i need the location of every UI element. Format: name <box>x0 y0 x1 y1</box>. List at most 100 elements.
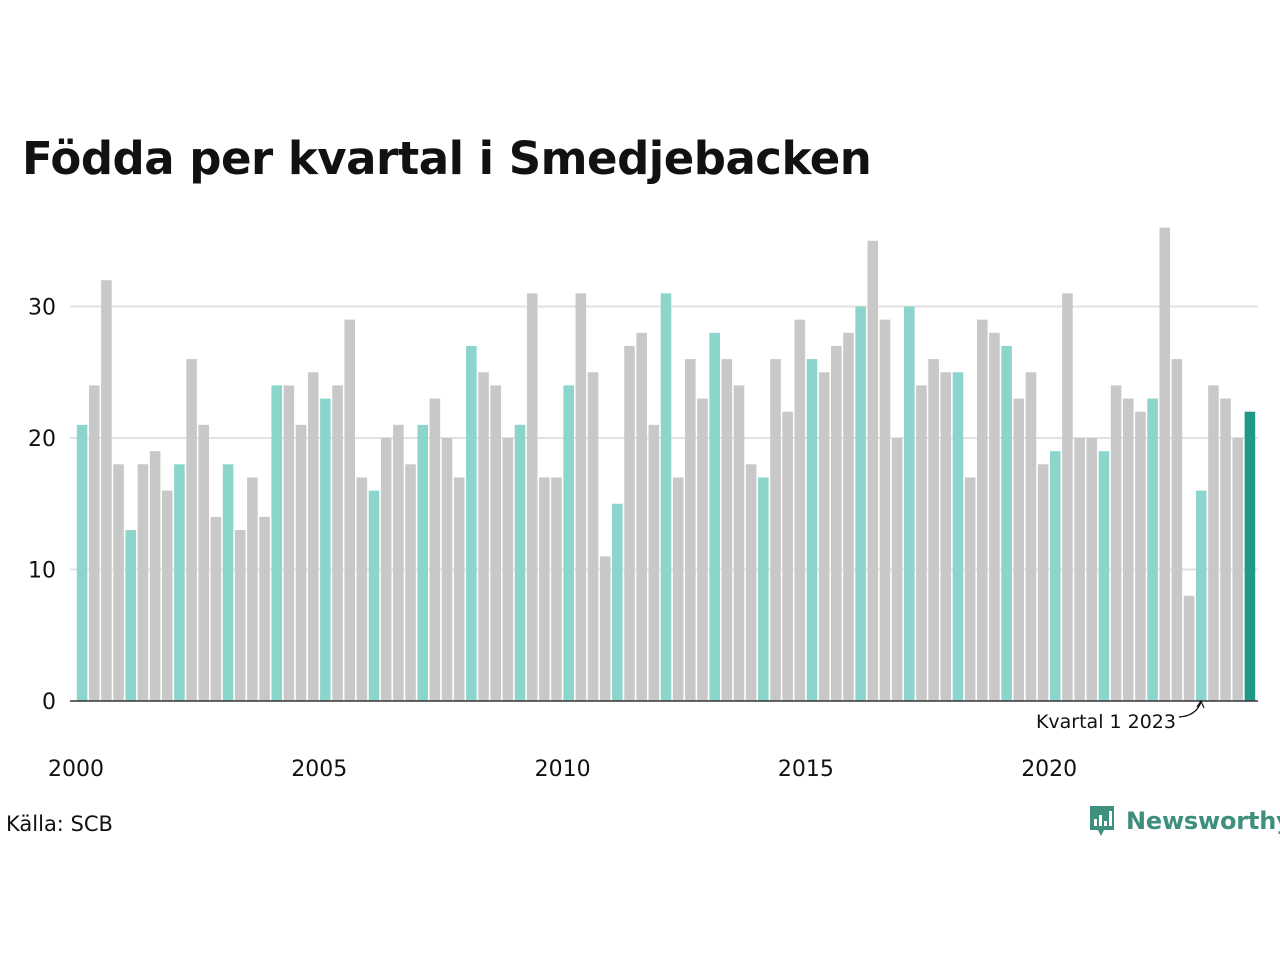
bar <box>891 438 903 701</box>
bar <box>1037 464 1049 701</box>
bar <box>977 319 988 701</box>
bar <box>928 359 939 701</box>
bar <box>295 424 307 701</box>
bar <box>149 451 161 701</box>
bar <box>1208 385 1219 701</box>
x-tick-label: 2005 <box>291 757 347 782</box>
bar <box>259 516 270 701</box>
bar <box>417 424 428 701</box>
bar <box>636 332 647 701</box>
bar <box>806 359 818 701</box>
y-tick-label: 0 <box>42 690 56 715</box>
bar <box>210 516 222 701</box>
logo-chart-icon <box>1090 806 1114 836</box>
bar <box>283 385 295 701</box>
bar <box>672 477 684 701</box>
bar <box>612 503 623 701</box>
chart-title: Födda per kvartal i Smedjebacken <box>22 132 872 185</box>
bar <box>1001 345 1012 701</box>
bar <box>526 293 538 701</box>
bar <box>989 332 1000 701</box>
bar <box>575 293 587 701</box>
annotation-arrowhead <box>1196 699 1205 709</box>
bar <box>1183 595 1195 701</box>
x-tick-label: 2020 <box>1021 757 1077 782</box>
bar <box>198 424 210 701</box>
bar <box>721 359 733 701</box>
bar <box>660 293 672 701</box>
bar <box>794 319 806 701</box>
bar <box>478 372 489 701</box>
bar <box>441 438 453 701</box>
bar <box>952 372 964 701</box>
y-tick-label: 20 <box>28 427 56 452</box>
y-tick-label: 30 <box>28 296 56 321</box>
bar <box>307 372 319 701</box>
bar <box>1159 227 1171 701</box>
bar <box>1025 372 1037 701</box>
bar <box>368 490 380 701</box>
bar <box>429 398 441 701</box>
bar <box>490 385 501 701</box>
bar <box>502 438 514 701</box>
bar <box>1122 398 1134 701</box>
bar <box>234 530 246 701</box>
bar <box>247 477 258 701</box>
bar <box>125 530 137 701</box>
bar <box>563 385 574 701</box>
source-note: Källa: SCB <box>6 812 113 836</box>
bar <box>161 490 173 701</box>
newsworthy-logo: Newsworthy <box>1088 804 1280 838</box>
bar <box>137 464 149 701</box>
bar <box>697 398 708 701</box>
y-tick-label: 10 <box>28 559 56 584</box>
bar <box>1195 490 1207 701</box>
x-tick-label: 2015 <box>778 757 834 782</box>
bar <box>1171 359 1183 701</box>
bar <box>222 464 234 701</box>
bar <box>843 332 854 701</box>
bar <box>551 477 562 701</box>
bar <box>770 359 781 701</box>
bar <box>599 556 611 701</box>
bar <box>867 240 879 701</box>
bar <box>453 477 465 701</box>
bar <box>964 477 976 701</box>
bar <box>1049 451 1061 701</box>
bar <box>466 345 477 701</box>
bar <box>101 280 112 701</box>
bar <box>393 424 404 701</box>
bar <box>514 424 526 701</box>
bar <box>380 438 392 701</box>
bar <box>685 359 696 701</box>
annotation-label: Kvartal 1 2023 <box>1036 711 1176 733</box>
bar <box>1232 438 1244 701</box>
bar <box>904 306 915 701</box>
bar <box>855 306 866 701</box>
bar <box>271 385 283 701</box>
bar <box>879 319 891 701</box>
bar <box>782 411 793 701</box>
x-tick-label: 2000 <box>48 757 104 782</box>
brand-name: Newsworthy <box>1126 807 1280 835</box>
bar <box>1135 411 1146 701</box>
annotation-arrow <box>1178 701 1202 718</box>
bar <box>356 477 368 701</box>
bar <box>88 385 100 701</box>
bar <box>1062 293 1073 701</box>
bar <box>113 464 124 701</box>
bar <box>186 359 197 701</box>
bar <box>916 385 927 701</box>
bar <box>624 345 635 701</box>
bar <box>587 372 599 701</box>
bar <box>1244 411 1256 701</box>
bar <box>831 345 842 701</box>
bar <box>1147 398 1158 701</box>
bar <box>758 477 769 701</box>
x-tick-label: 2010 <box>535 757 591 782</box>
bar <box>1074 438 1085 701</box>
bar <box>733 385 745 701</box>
bar <box>1098 451 1110 701</box>
bar <box>320 398 331 701</box>
